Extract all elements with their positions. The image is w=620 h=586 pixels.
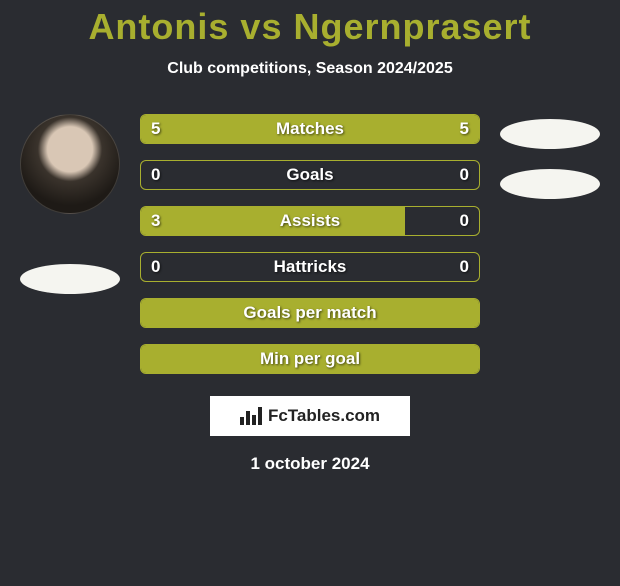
stat-label: Matches <box>141 115 479 143</box>
stat-row: 30Assists <box>140 206 480 236</box>
player-left-column <box>10 114 130 294</box>
fctables-label: FcTables.com <box>268 406 380 426</box>
comparison-content: 55Matches 00Goals 30Assists 00Hattricks Goal… <box>0 114 620 374</box>
comparison-title: Antonis vs Ngernprasert <box>0 6 620 48</box>
comparison-subtitle: Club competitions, Season 2024/2025 <box>0 60 620 78</box>
stat-row: 00Goals <box>140 160 480 190</box>
player-right-club-logo-2 <box>500 169 600 199</box>
stat-label: Goals per match <box>141 299 479 327</box>
player-right-column <box>490 114 610 199</box>
player-right-club-logo-1 <box>500 119 600 149</box>
fctables-watermark: FcTables.com <box>210 396 410 436</box>
stat-label: Goals <box>141 161 479 189</box>
stat-row: 00Hattricks <box>140 252 480 282</box>
stats-bars: 55Matches 00Goals 30Assists 00Hattricks Goal… <box>140 114 480 374</box>
comparison-date: 1 october 2024 <box>0 454 620 474</box>
player-left-avatar <box>20 114 120 214</box>
stat-label: Hattricks <box>141 253 479 281</box>
stat-label: Min per goal <box>141 345 479 373</box>
stat-label: Assists <box>141 207 479 235</box>
stat-row: Goals per match <box>140 298 480 328</box>
player-left-club-logo <box>20 264 120 294</box>
bar-chart-icon <box>240 407 262 425</box>
stat-row: 55Matches <box>140 114 480 144</box>
stat-row: Min per goal <box>140 344 480 374</box>
